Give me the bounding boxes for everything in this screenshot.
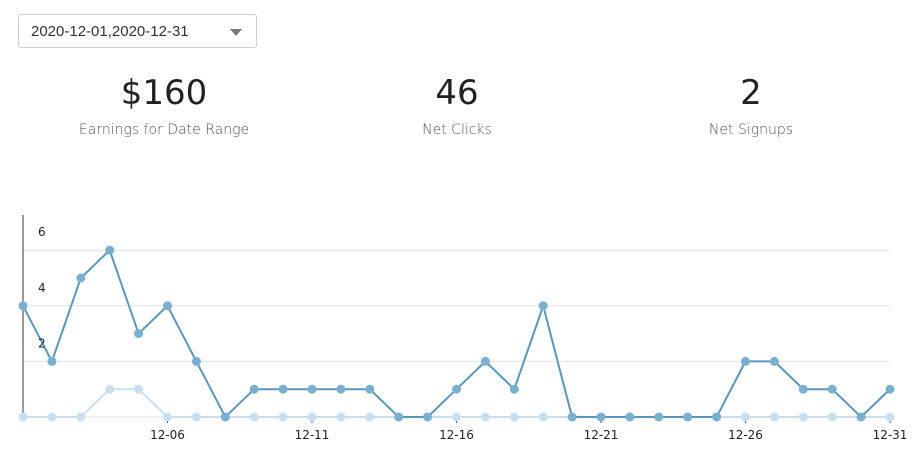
clicks-data-point [856, 412, 866, 422]
clicks-data-point [220, 412, 230, 422]
signups-data-point [480, 412, 490, 422]
clicks-data-point [278, 384, 288, 394]
signups-data-point [307, 412, 317, 422]
y-tick-label: 2 [38, 336, 46, 350]
clicks-data-point [538, 301, 548, 311]
earnings-line-chart: 2 4 6 12-06 12-11 12-16 12-21 12-26 12-31 [18, 215, 907, 442]
signups-data-point [134, 384, 144, 394]
x-tick-label: 12-16 [439, 428, 474, 442]
clicks-data-point [105, 245, 115, 255]
clicks-data-point [134, 329, 144, 339]
clicks-data-point [712, 412, 722, 422]
signups-data-point [452, 412, 461, 422]
signups-data-point [741, 412, 750, 422]
date-range-select[interactable]: 2020-12-01,2020-12-31 [18, 14, 257, 48]
signups-data-point [163, 412, 172, 422]
signups-data-point [827, 412, 837, 422]
signups-data-point [105, 384, 115, 394]
clicks-data-point [452, 384, 461, 394]
x-tick-label: 12-06 [150, 428, 185, 442]
stat-earnings: $160 Earnings for Date Range [44, 70, 284, 138]
clicks-data-point [596, 412, 606, 422]
chart-series [18, 245, 895, 422]
signups-data-point [191, 412, 201, 422]
clicks-data-point [567, 412, 577, 422]
signups-data-point [885, 412, 895, 422]
stat-net-clicks: 46 Net Clicks [337, 70, 577, 138]
signups-data-point [278, 412, 288, 422]
chevron-down-icon[interactable] [230, 29, 242, 36]
net-clicks-label: Net Clicks [422, 122, 492, 138]
clicks-data-point [625, 412, 635, 422]
clicks-data-point [654, 412, 664, 422]
clicks-data-point [423, 412, 433, 422]
x-tick-label: 12-11 [295, 428, 330, 442]
clicks-data-point [191, 356, 201, 366]
x-tick-label: 12-26 [728, 428, 763, 442]
clicks-data-point [249, 384, 259, 394]
clicks-data-point [163, 301, 172, 311]
signups-data-point [18, 412, 28, 422]
chart-grid [23, 249, 890, 362]
clicks-data-point [827, 384, 837, 394]
clicks-data-point [509, 384, 519, 394]
x-tick-label: 12-21 [584, 428, 619, 442]
signups-data-point [769, 412, 779, 422]
signups-data-point [249, 412, 259, 422]
clicks-data-point [741, 356, 750, 366]
signups-data-point [509, 412, 519, 422]
x-tick-label: 12-31 [873, 428, 908, 442]
clicks-data-point [47, 356, 57, 366]
signups-data-point [798, 412, 808, 422]
signups-data-point [538, 412, 548, 422]
chart-tick-labels: 2 4 6 12-06 12-11 12-16 12-21 12-26 12-31 [38, 225, 907, 442]
stat-net-signups: 2 Net Signups [631, 70, 871, 138]
signups-data-point [336, 412, 346, 422]
net-clicks-value: 46 [435, 73, 479, 113]
clicks-data-point [885, 384, 895, 394]
signups-data-point [76, 412, 86, 422]
y-tick-label: 6 [38, 225, 46, 239]
clicks-data-point [798, 384, 808, 394]
y-tick-label: 4 [38, 281, 46, 295]
clicks-data-point [76, 273, 86, 283]
clicks-data-point [365, 384, 375, 394]
clicks-data-point [307, 384, 317, 394]
earnings-label: Earnings for Date Range [78, 122, 250, 138]
date-range-value: 2020-12-01,2020-12-31 [31, 23, 189, 40]
clicks-data-point [480, 356, 490, 366]
net-signups-label: Net Signups [708, 122, 794, 138]
net-signups-value: 2 [740, 73, 762, 113]
clicks-data-point [769, 356, 779, 366]
signups-data-point [47, 412, 57, 422]
clicks-data-point [394, 412, 404, 422]
signups-data-point [365, 412, 375, 422]
clicks-data-point [683, 412, 693, 422]
clicks-data-point [336, 384, 346, 394]
clicks-data-point [18, 301, 28, 311]
earnings-value: $160 [120, 73, 208, 113]
